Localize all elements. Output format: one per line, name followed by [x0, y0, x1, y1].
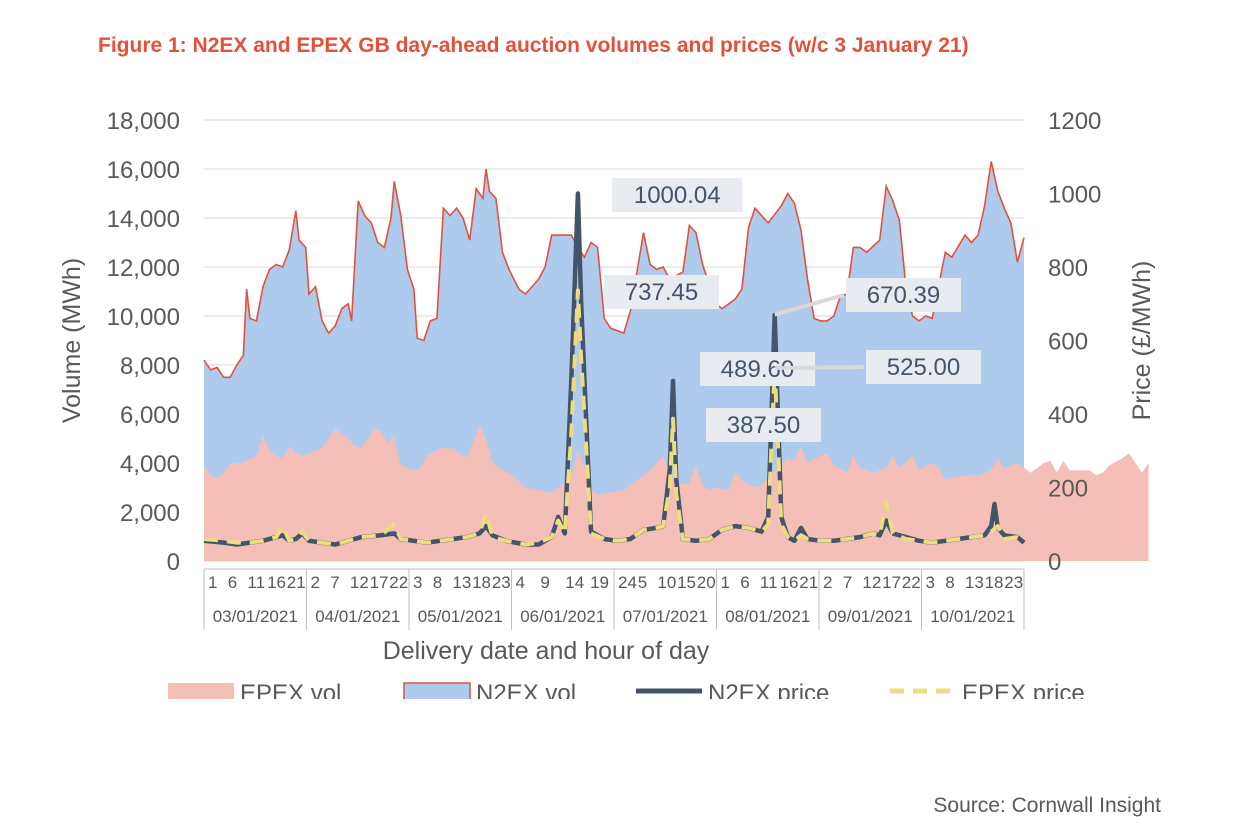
x-hour-tick-label: 11: [247, 573, 265, 592]
y-right-axis-title: Price (£/MWh): [1128, 261, 1156, 421]
y-right-tick-label: 0: [1048, 549, 1061, 576]
x-hour-tick-label: 21: [287, 573, 306, 592]
x-date-label: 03/01/2021: [213, 607, 298, 626]
x-hour-tick-label: 17: [370, 573, 389, 592]
y-right-tick-label: 800: [1048, 255, 1088, 282]
x-hour-tick-label: 24: [618, 573, 637, 592]
x-date-label: 08/01/2021: [725, 607, 810, 626]
callout-box: [866, 350, 981, 384]
x-date-label: 09/01/2021: [828, 607, 913, 626]
x-hour-tick-label: 10: [657, 573, 676, 592]
y-left-tick-label: 4,000: [120, 451, 180, 478]
data-label-callout: 670.39: [774, 278, 961, 317]
x-hour-tick-label: 23: [1004, 573, 1023, 592]
x-date-label: 10/01/2021: [930, 607, 1015, 626]
y-right-tick-label: 400: [1048, 402, 1088, 429]
x-hour-tick-label: 12: [862, 573, 881, 592]
x-axis-title: Delivery date and hour of day: [383, 637, 710, 665]
x-hour-tick-label: 16: [267, 573, 286, 592]
y-left-tick-label: 6,000: [120, 402, 180, 429]
y-left-tick-label: 10,000: [107, 304, 180, 331]
x-hour-tick-label: 13: [452, 573, 471, 592]
callout-box: [846, 278, 961, 312]
callout-leader: [774, 365, 865, 371]
x-hour-tick-label: 8: [945, 573, 954, 592]
legend-swatch: [168, 683, 234, 701]
x-hour-tick-label: 20: [697, 573, 716, 592]
data-label: 387.50: [727, 412, 800, 439]
callout-box: [612, 178, 743, 212]
legend-crop: [0, 699, 1245, 739]
x-date-label: 06/01/2021: [520, 607, 605, 626]
x-hour-tick-label: 12: [350, 573, 369, 592]
callout-leader: [774, 293, 845, 317]
x-hour-tick-label: 21: [799, 573, 818, 592]
source-note: Source: Cornwall Insight: [933, 794, 1161, 817]
y-left-tick-label: 0: [167, 549, 180, 576]
callout-box: [706, 408, 821, 442]
x-hour-tick-label: 6: [740, 573, 749, 592]
y-left-tick-label: 2,000: [120, 500, 180, 527]
data-label: 1000.04: [634, 182, 721, 209]
y-left-axis-title: Volume (MWh): [58, 258, 86, 423]
x-date-label: 07/01/2021: [623, 607, 708, 626]
x-hour-tick-label: 1: [721, 573, 730, 592]
data-label: 525.00: [887, 354, 960, 381]
x-hour-tick-label: 13: [965, 573, 984, 592]
x-date-label: 05/01/2021: [418, 607, 503, 626]
y-left-tick-label: 18,000: [107, 108, 180, 135]
data-label: 737.45: [625, 279, 698, 306]
y-left-tick-label: 16,000: [107, 157, 180, 184]
data-label-callout: 737.45: [604, 275, 719, 309]
y-right-tick-label: 1000: [1048, 182, 1101, 209]
y-right-tick-label: 1200: [1048, 108, 1101, 135]
data-label-callout: 387.50: [706, 408, 821, 442]
chart-title: Figure 1: N2EX and EPEX GB day-ahead auc…: [98, 34, 969, 57]
x-hour-tick-label: 5: [638, 573, 647, 592]
callout-box: [604, 275, 719, 309]
y-left-tick-label: 8,000: [120, 353, 180, 380]
x-hour-tick-label: 8: [433, 573, 442, 592]
x-date-label: 04/01/2021: [315, 607, 400, 626]
x-hour-tick-label: 2: [823, 573, 832, 592]
x-hour-tick-label: 3: [926, 573, 935, 592]
x-hour-tick-label: 7: [843, 573, 852, 592]
data-label-callout: 525.00: [774, 350, 981, 384]
x-hour-tick-label: 15: [677, 573, 696, 592]
x-hour-tick-label: 22: [902, 573, 921, 592]
data-label: 670.39: [867, 282, 940, 309]
x-hour-tick-label: 18: [985, 573, 1004, 592]
x-hour-tick-label: 7: [330, 573, 339, 592]
x-hour-tick-label: 14: [565, 573, 584, 592]
y-right-tick-label: 600: [1048, 329, 1088, 356]
x-hour-tick-label: 19: [590, 573, 609, 592]
y-right-tick-label: 200: [1048, 476, 1088, 503]
x-hour-tick-label: 23: [492, 573, 511, 592]
y-left-tick-label: 12,000: [107, 255, 180, 282]
data-label-callout: 1000.04: [612, 178, 743, 212]
x-hour-tick-label: 22: [389, 573, 408, 592]
x-hour-tick-label: 3: [413, 573, 422, 592]
legend: EPEX vol N2EX vol N2EX price EPEX price: [0, 680, 1245, 739]
x-hour-tick-label: 17: [882, 573, 901, 592]
x-hour-tick-label: 11: [760, 573, 778, 592]
x-hour-tick-label: 4: [516, 573, 525, 592]
x-hour-tick-label: 9: [540, 573, 549, 592]
series-line-epex-price: [203, 288, 1025, 547]
x-hour-tick-label: 18: [472, 573, 491, 592]
legend-swatch: [403, 682, 471, 702]
x-hour-tick-label: 1: [208, 573, 217, 592]
x-hour-tick-label: 6: [228, 573, 237, 592]
y-left-tick-label: 14,000: [107, 206, 180, 233]
x-hour-tick-label: 2: [311, 573, 320, 592]
x-hour-tick-label: 16: [780, 573, 799, 592]
